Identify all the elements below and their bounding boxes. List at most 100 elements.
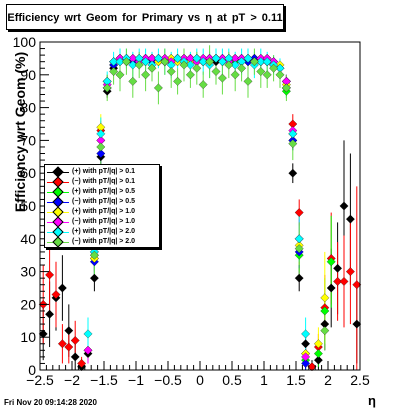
y-tick-label: 50 xyxy=(20,198,36,214)
y-tick-label: 40 xyxy=(20,231,36,247)
data-point xyxy=(288,129,298,139)
data-point xyxy=(70,352,80,362)
y-tick-label: 0 xyxy=(28,362,36,378)
data-point xyxy=(115,70,125,80)
data-point xyxy=(217,73,227,83)
data-point xyxy=(57,339,67,349)
title-box: Efficiency wrt Geom for Primary vs η at … xyxy=(6,4,284,30)
data-point xyxy=(153,83,163,93)
data-point xyxy=(89,273,99,283)
data-point xyxy=(313,355,323,365)
data-point xyxy=(269,63,279,73)
data-point xyxy=(294,234,304,244)
data-point xyxy=(109,67,119,76)
data-point xyxy=(262,57,272,67)
data-point xyxy=(301,359,311,368)
data-point xyxy=(45,309,55,319)
data-point xyxy=(192,53,202,63)
y-tick-label: 30 xyxy=(20,264,36,280)
data-point xyxy=(51,290,61,299)
data-point xyxy=(313,339,323,349)
data-point xyxy=(294,273,304,283)
x-tick-label: 1.5 xyxy=(286,372,306,388)
data-point xyxy=(96,142,106,152)
legend-label: (+) with pT/|q| > 2.0 xyxy=(72,228,136,235)
data-point xyxy=(217,57,227,67)
x-tick-label: −2.5 xyxy=(26,372,54,388)
data-point xyxy=(141,57,151,67)
legend: (+) with pT/|q| > 0.1 (−) with pT/|q| > 0… xyxy=(44,164,160,248)
y-tick-label: 10 xyxy=(20,329,36,345)
axis-tick-labels: −2.5 −2 −1.5 −1 −0.5 0 0.5 1 1.5 2 2.5 0 10 20 30 40 50 6… xyxy=(13,34,370,388)
data-point xyxy=(230,70,240,80)
data-point xyxy=(326,283,336,293)
legend-item: (−) with pT/|q| > 2.0 xyxy=(45,236,159,248)
data-point xyxy=(237,63,247,73)
data-point xyxy=(211,53,221,63)
data-point xyxy=(134,60,144,70)
data-point xyxy=(185,70,195,80)
legend-label: (+) with pT/|q| > 0.5 xyxy=(72,188,136,195)
y-axis-label: Efficiency wrt Geom (%) xyxy=(12,51,28,213)
data-point xyxy=(333,263,343,273)
data-point xyxy=(288,168,298,178)
data-point xyxy=(320,293,330,303)
legend-item: (+) with pT/|q| > 2.0 xyxy=(45,226,159,238)
data-point xyxy=(345,214,355,224)
data-point xyxy=(83,345,93,355)
data-point xyxy=(64,326,74,336)
data-point xyxy=(320,306,330,316)
legend-label: (+) with pT/|q| > 1.0 xyxy=(72,208,136,215)
legend-item: (+) with pT/|q| > 0.1 xyxy=(45,166,159,178)
y-tick-label: 80 xyxy=(20,100,36,116)
data-point xyxy=(301,329,311,339)
data-point xyxy=(211,67,221,76)
legend-label: (−) with pT/|q| > 0.1 xyxy=(72,178,136,185)
data-point xyxy=(275,70,285,80)
data-point xyxy=(96,149,106,158)
x-tick-label: 0 xyxy=(196,372,204,388)
legend-marker xyxy=(52,236,64,248)
data-point xyxy=(230,60,240,70)
data-point xyxy=(294,244,304,254)
data-point xyxy=(153,53,163,63)
data-point xyxy=(173,53,183,63)
data-point xyxy=(115,57,125,67)
y-tick-label: 60 xyxy=(20,165,36,181)
data-point xyxy=(64,342,74,352)
data-point xyxy=(77,359,87,368)
legend-item: (−) with pT/|q| > 0.5 xyxy=(45,196,159,208)
data-point xyxy=(320,326,330,336)
data-point xyxy=(326,257,336,267)
x-tick-label: −2 xyxy=(64,372,80,388)
data-point xyxy=(205,57,215,67)
data-point xyxy=(345,267,355,277)
data-point xyxy=(89,250,99,260)
data-point xyxy=(301,352,311,362)
data-point xyxy=(166,67,176,76)
data-points xyxy=(38,53,362,372)
data-point xyxy=(57,283,67,293)
x-axis-label: η xyxy=(368,393,376,408)
data-point xyxy=(121,57,131,67)
data-point xyxy=(109,57,119,67)
data-point xyxy=(185,60,195,70)
data-point xyxy=(96,129,106,139)
data-point xyxy=(243,76,253,86)
legend-label: (+) with pT/|q| > 0.1 xyxy=(72,168,136,175)
legend-label: (−) with pT/|q| > 2.0 xyxy=(72,238,136,245)
data-point xyxy=(288,139,298,149)
data-point xyxy=(45,270,55,280)
data-point xyxy=(141,70,151,80)
data-point xyxy=(192,63,202,73)
x-tick-label: −0.5 xyxy=(154,372,182,388)
x-tick-label: −1.5 xyxy=(90,372,118,388)
data-point xyxy=(333,277,343,286)
data-point xyxy=(83,329,93,339)
y-tick-label: 100 xyxy=(13,34,37,50)
y-tick-label: 20 xyxy=(20,296,36,312)
data-point xyxy=(256,67,266,76)
data-point xyxy=(313,349,323,359)
data-point xyxy=(147,63,157,73)
